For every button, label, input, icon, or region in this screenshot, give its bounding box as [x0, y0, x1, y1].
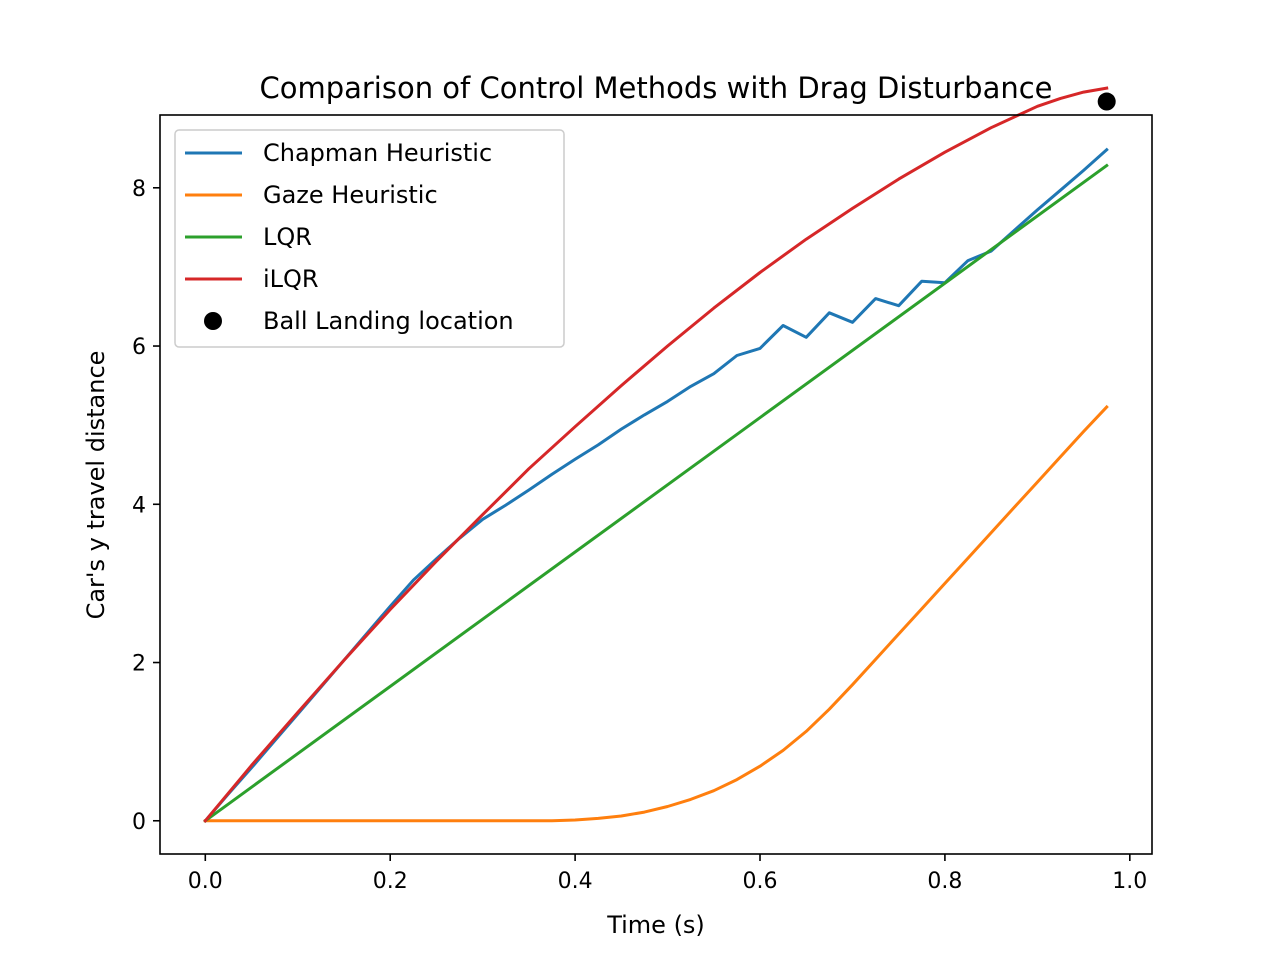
- legend-label-lqr: LQR: [263, 223, 312, 251]
- axes-frame: [159, 114, 1153, 855]
- series-line-lqr: [203, 163, 1109, 823]
- plot-area: [203, 86, 1109, 823]
- plot-points: [1097, 92, 1116, 111]
- x-axis-label: Time (s): [606, 911, 705, 939]
- legend-label-ilqr: iLQR: [263, 265, 319, 293]
- x-tick-label: 0.8: [927, 869, 962, 894]
- y-tick-label: 4: [132, 493, 146, 518]
- legend: Chapman Heuristic Gaze Heuristic LQR iLQR Ba…: [174, 129, 565, 348]
- x-axis-ticks: 0.0 0.2 0.4 0.6 0.8 1.0: [188, 854, 1147, 894]
- point-ball-landing-location: [1097, 92, 1116, 111]
- y-axis-label: Car's y travel distance: [82, 351, 110, 620]
- legend-box: [174, 129, 565, 348]
- y-axis-ticks: 0 2 4 6 8: [132, 177, 160, 835]
- legend-label-chapman-heuristic: Chapman Heuristic: [263, 139, 492, 167]
- chart-title: Comparison of Control Methods with Drag …: [259, 71, 1052, 105]
- x-tick-label: 0.0: [188, 869, 223, 894]
- y-tick-label: 2: [132, 652, 146, 677]
- x-tick-label: 0.4: [558, 869, 593, 894]
- y-tick-label: 6: [132, 335, 146, 360]
- legend-label-gaze-heuristic: Gaze Heuristic: [263, 181, 438, 209]
- series-line-ilqr: [203, 86, 1109, 823]
- y-tick-label: 8: [132, 177, 146, 202]
- x-tick-label: 0.2: [373, 869, 408, 894]
- legend-swatch-ball-landing-location: [204, 312, 222, 330]
- x-tick-label: 0.6: [743, 869, 778, 894]
- x-tick-label: 1.0: [1112, 869, 1147, 894]
- y-tick-label: 0: [132, 810, 146, 835]
- series-line-gaze-heuristic: [203, 404, 1109, 823]
- legend-label-ball-landing-location: Ball Landing location: [263, 307, 514, 335]
